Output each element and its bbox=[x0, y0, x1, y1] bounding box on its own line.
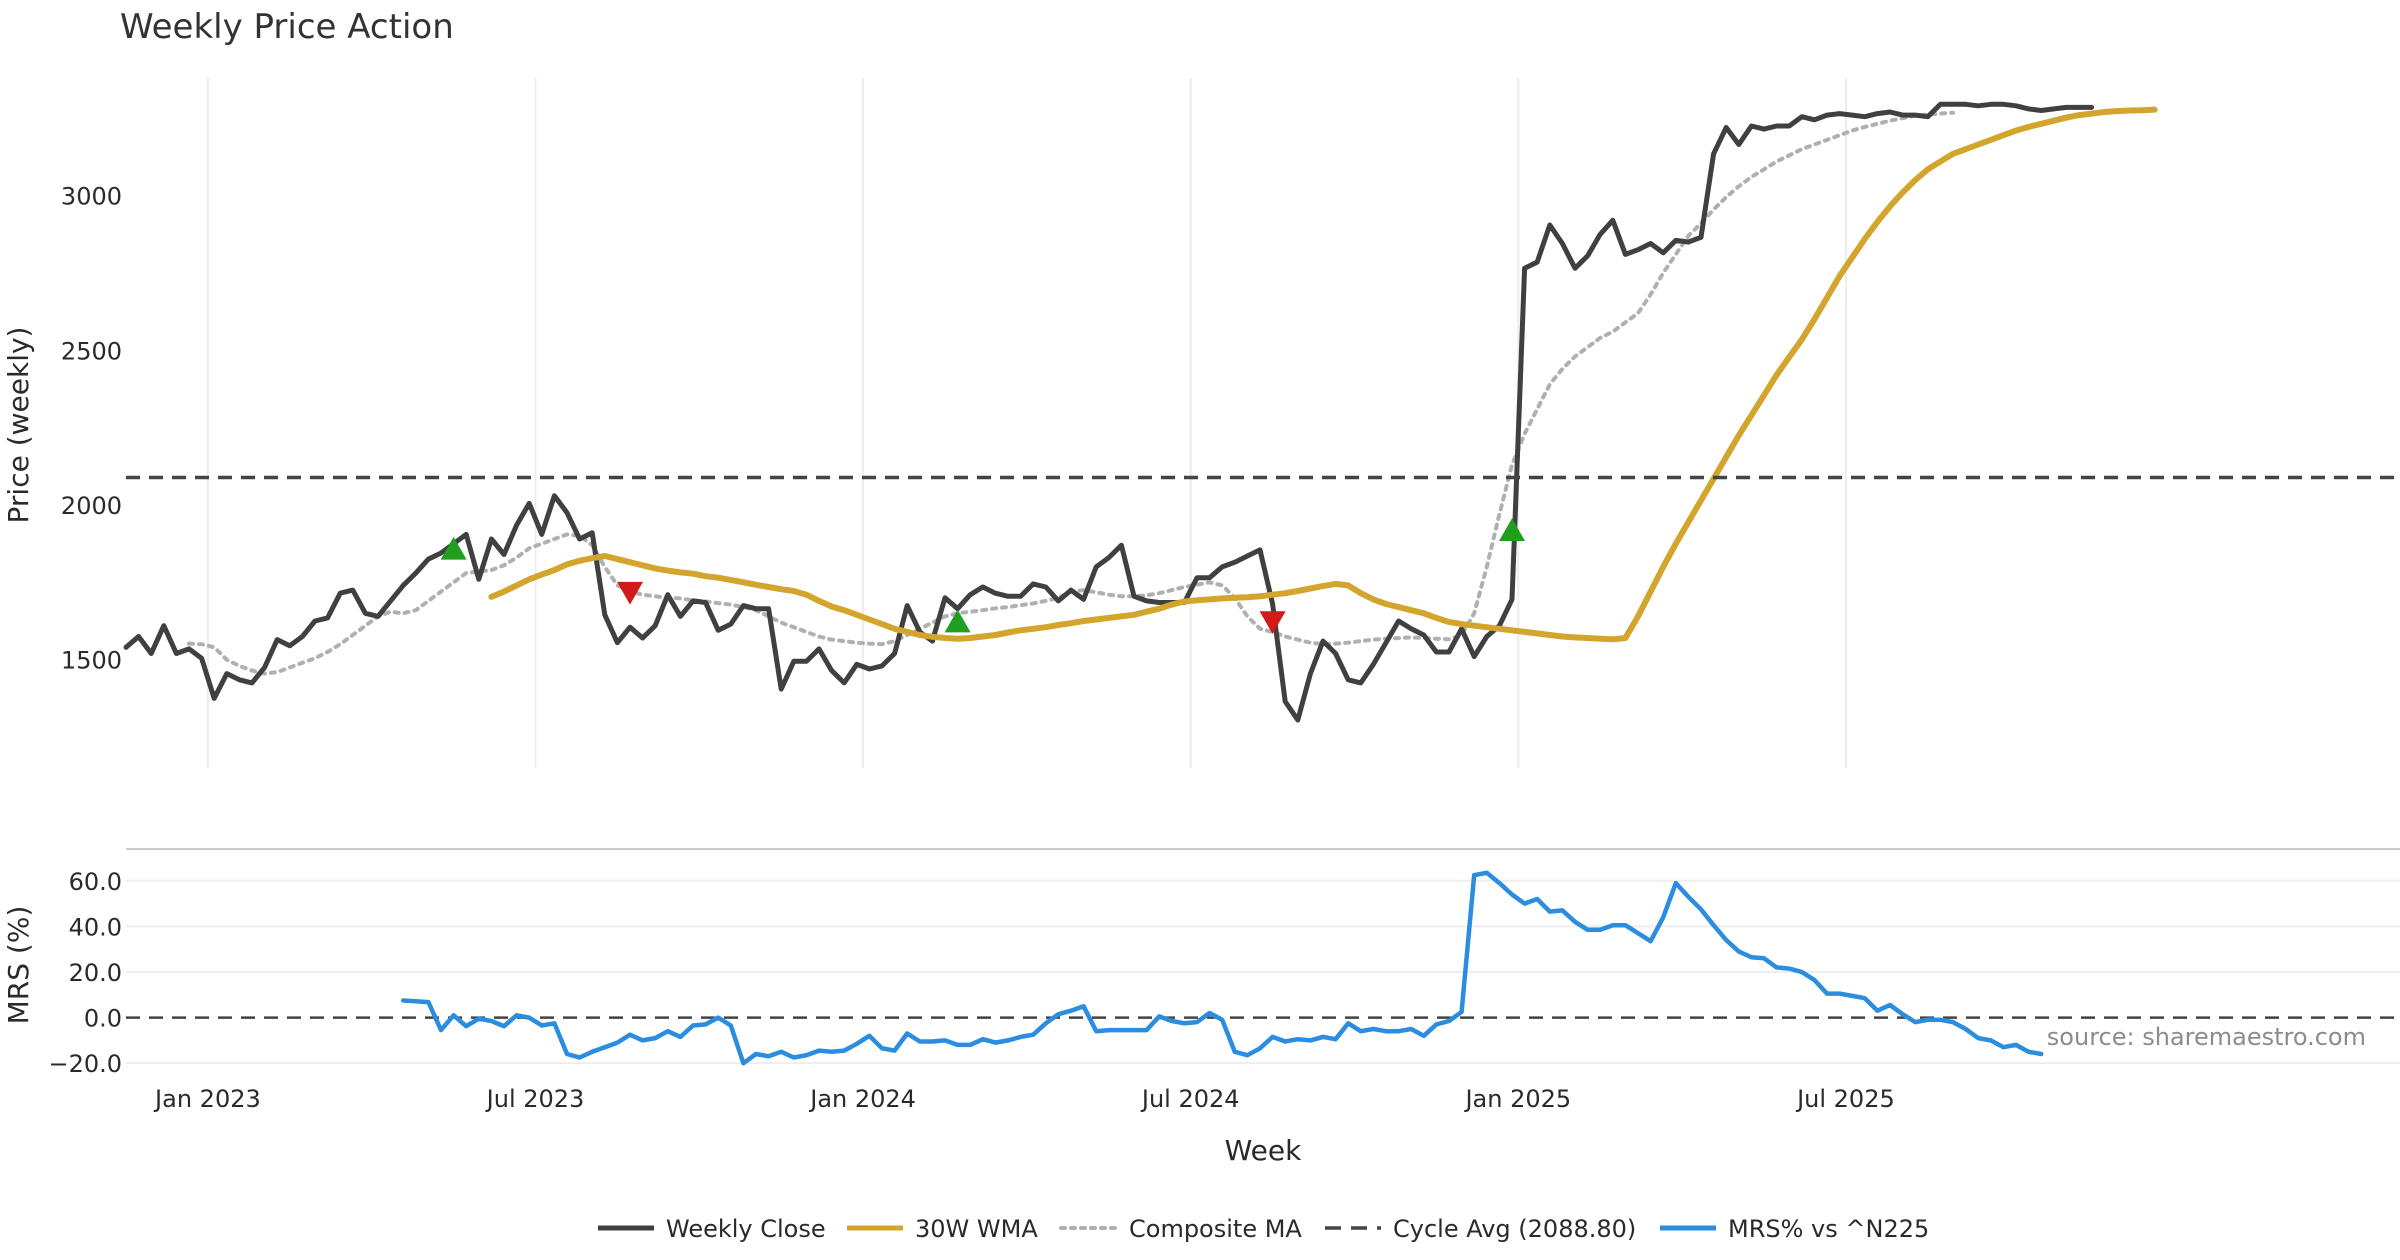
series-line-30w-wma bbox=[488, 106, 2158, 643]
legend-label: 30W WMA bbox=[915, 1215, 1038, 1243]
price-series bbox=[123, 101, 2400, 723]
x-axis-ticks: Jan 2023 Jul 2023 Jan 2024 Jul 2024 Jan 2025… bbox=[153, 1085, 1895, 1113]
mrs-panel: 60.0 40.0 20.0 0.0 −20.0 MRS (%) source: sha… bbox=[2, 848, 2400, 1078]
sell-signal-marker bbox=[617, 581, 643, 605]
legend-label: MRS% vs ^N225 bbox=[1728, 1215, 1929, 1243]
legend-item-cycle-avg-2088-80: Cycle Avg (2088.80) bbox=[1325, 1215, 1636, 1243]
mrs-y-ticks: 60.0 40.0 20.0 0.0 −20.0 bbox=[48, 868, 122, 1078]
signal-markers bbox=[440, 518, 1525, 635]
legend-label: Cycle Avg (2088.80) bbox=[1393, 1215, 1636, 1243]
sell-signal-marker bbox=[1259, 611, 1286, 635]
mrs-y-tick: 60.0 bbox=[69, 868, 122, 896]
mrs-y-tick: −20.0 bbox=[48, 1050, 122, 1078]
price-y-tick-3000: 3000 bbox=[61, 183, 122, 211]
buy-signal-marker bbox=[440, 536, 467, 560]
chart-title: Weekly Price Action bbox=[120, 7, 454, 47]
x-tick-label-jan-2024: Jan 2024 bbox=[808, 1085, 916, 1113]
legend-item-mrs-vs-n225: MRS% vs ^N225 bbox=[1660, 1215, 1929, 1243]
price-y-tick-1500: 1500 bbox=[61, 647, 122, 675]
price-y-axis-label: Price (weekly) bbox=[2, 327, 35, 524]
mrs-series bbox=[126, 870, 2400, 1066]
mrs-y-tick: 0.0 bbox=[84, 1005, 122, 1033]
buy-signal-marker bbox=[1499, 518, 1525, 542]
legend-item-weekly-close: Weekly Close bbox=[598, 1215, 826, 1243]
x-tick-label-jul-2023: Jul 2023 bbox=[485, 1085, 585, 1113]
legend-label: Weekly Close bbox=[666, 1215, 826, 1243]
legend-item-30w-wma: 30W WMA bbox=[847, 1215, 1038, 1243]
price-grid bbox=[206, 78, 1847, 768]
x-tick-label-jan-2023: Jan 2023 bbox=[153, 1085, 261, 1113]
mrs-y-axis-label: MRS (%) bbox=[2, 906, 35, 1025]
legend: Weekly Close 30W WMA Composite MA Cycle Avg… bbox=[598, 1215, 1929, 1243]
source-note: source: sharemaestro.com bbox=[2047, 1023, 2366, 1051]
series-line-mrs-vs-n225 bbox=[400, 870, 2044, 1066]
mrs-grid bbox=[126, 879, 2400, 1065]
x-axis-label: Week bbox=[1225, 1134, 1302, 1167]
x-tick-label-jan-2025: Jan 2025 bbox=[1463, 1085, 1571, 1113]
legend-item-composite-ma: Composite MA bbox=[1059, 1215, 1302, 1243]
x-tick-label-jul-2024: Jul 2024 bbox=[1140, 1085, 1240, 1113]
legend-label: Composite MA bbox=[1129, 1215, 1302, 1243]
mrs-y-tick: 40.0 bbox=[69, 913, 122, 941]
price-y-tick-2500: 2500 bbox=[61, 337, 122, 365]
price-y-tick-2000: 2000 bbox=[61, 492, 122, 520]
x-tick-label-jul-2025: Jul 2025 bbox=[1795, 1085, 1895, 1113]
price-y-ticks: 1500 2000 2500 3000 bbox=[61, 183, 122, 675]
buy-signal-marker bbox=[944, 609, 971, 633]
price-panel: 1500 2000 2500 3000 Price (weekly) bbox=[2, 78, 2400, 768]
mrs-y-tick: 20.0 bbox=[69, 959, 122, 987]
series-line-weekly-close bbox=[123, 101, 2095, 723]
